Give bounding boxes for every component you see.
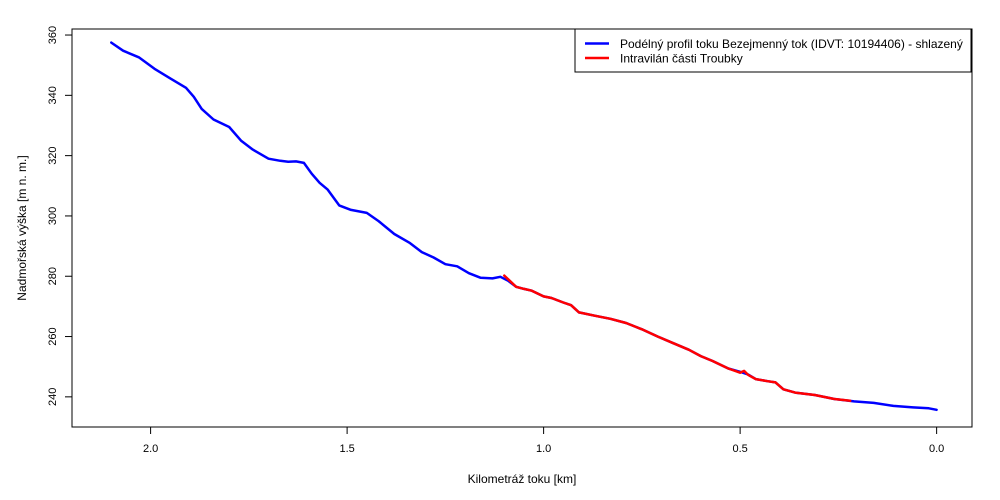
legend: Podélný profil toku Bezejmenný tok (IDVT… bbox=[574, 28, 972, 73]
x-tick-label: 2.0 bbox=[143, 443, 158, 455]
y-tick-label: 300 bbox=[47, 207, 59, 225]
y-tick-label: 280 bbox=[47, 267, 59, 285]
y-tick-label: 340 bbox=[47, 86, 59, 104]
x-axis-title: Kilometráž toku [km] bbox=[468, 472, 577, 486]
x-tick-label: 0.0 bbox=[929, 443, 944, 455]
y-tick-label: 360 bbox=[47, 26, 59, 44]
x-tick-label: 1.0 bbox=[536, 443, 551, 455]
series-line-1 bbox=[503, 274, 852, 403]
legend-label-profile: Podélný profil toku Bezejmenný tok (IDVT… bbox=[620, 37, 963, 51]
y-axis: 240 260 280 300 320 340 360 bbox=[47, 26, 72, 406]
y-tick-label: 260 bbox=[47, 327, 59, 345]
x-tick-label: 1.5 bbox=[339, 443, 354, 455]
y-tick-label: 320 bbox=[47, 146, 59, 164]
x-tick-label: 0.5 bbox=[732, 443, 747, 455]
y-tick-label: 240 bbox=[47, 388, 59, 406]
legend-label-intravilan: Intravilán části Troubky bbox=[620, 52, 743, 66]
x-axis: 2.0 1.5 1.0 0.5 0.0 bbox=[143, 427, 944, 455]
plot-lines bbox=[110, 41, 938, 412]
y-axis-title: Nadmořská výška [m n. m.] bbox=[15, 155, 29, 300]
plot-frame bbox=[71, 28, 973, 428]
legend-box bbox=[574, 28, 972, 73]
